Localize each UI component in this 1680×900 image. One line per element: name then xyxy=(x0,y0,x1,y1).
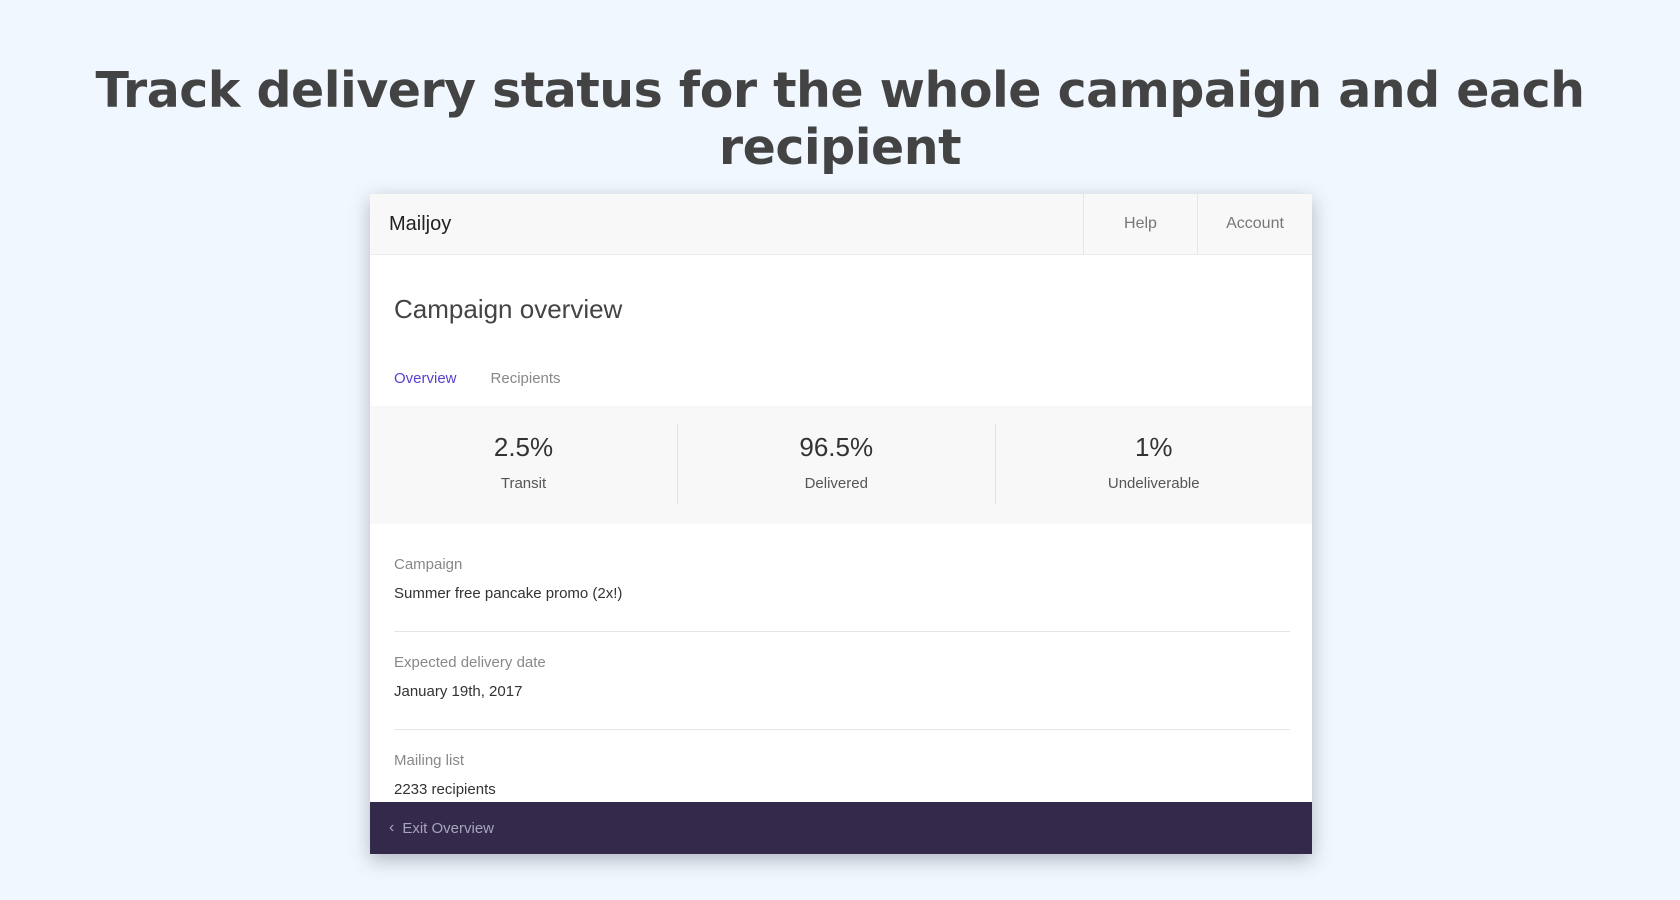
tab-bar: Overview Recipients xyxy=(394,370,561,387)
stat-divider xyxy=(677,424,678,504)
exit-overview-button[interactable]: ‹ Exit Overview xyxy=(370,802,1312,854)
top-bar: Mailjoy Help Account xyxy=(370,194,1312,255)
stat-label: Transit xyxy=(500,475,547,492)
stat-value: 2.5% xyxy=(493,432,554,462)
detail-label: Expected delivery date xyxy=(394,654,546,671)
detail-mailing-list: Mailing list 2233 recipients xyxy=(394,730,1290,828)
stat-value: 1% xyxy=(1134,432,1173,462)
detail-label: Campaign xyxy=(394,556,463,573)
detail-label: Mailing list xyxy=(394,752,465,769)
exit-overview-label: Exit Overview xyxy=(402,819,495,837)
detail-delivery-date: Expected delivery date January 19th, 201… xyxy=(394,632,1290,730)
detail-value: January 19th, 2017 xyxy=(394,683,523,700)
stat-delivered: 96.5% Delivered xyxy=(678,406,995,524)
stat-undeliverable: 1% Undeliverable xyxy=(996,406,1313,524)
app-window: Mailjoy Help Account Campaign overview O… xyxy=(370,194,1312,854)
chevron-left-icon: ‹ xyxy=(389,819,395,836)
brand-logo[interactable]: Mailjoy xyxy=(389,212,452,235)
page-title: Campaign overview xyxy=(394,294,623,324)
stat-divider xyxy=(994,424,996,504)
help-button[interactable]: Help xyxy=(1083,194,1197,254)
page-headline: Track delivery status for the whole camp… xyxy=(95,62,1585,176)
stat-label: Undeliverable xyxy=(1107,475,1200,492)
stat-transit: 2.5% Transit xyxy=(370,406,677,524)
stat-value: 96.5% xyxy=(799,432,874,462)
tab-recipients[interactable]: Recipients xyxy=(490,370,561,387)
detail-campaign: Campaign Summer free pancake promo (2x!) xyxy=(394,534,1290,632)
stat-label: Delivered xyxy=(804,475,868,492)
campaign-details: Campaign Summer free pancake promo (2x!)… xyxy=(394,534,1290,828)
detail-value: Summer free pancake promo (2x!) xyxy=(394,585,623,602)
tab-overview[interactable]: Overview xyxy=(394,370,457,387)
account-button[interactable]: Account xyxy=(1197,194,1312,254)
detail-value: 2233 recipients xyxy=(394,781,496,798)
delivery-stats: 2.5% Transit 96.5% Delivered 1% Undelive… xyxy=(370,406,1312,524)
